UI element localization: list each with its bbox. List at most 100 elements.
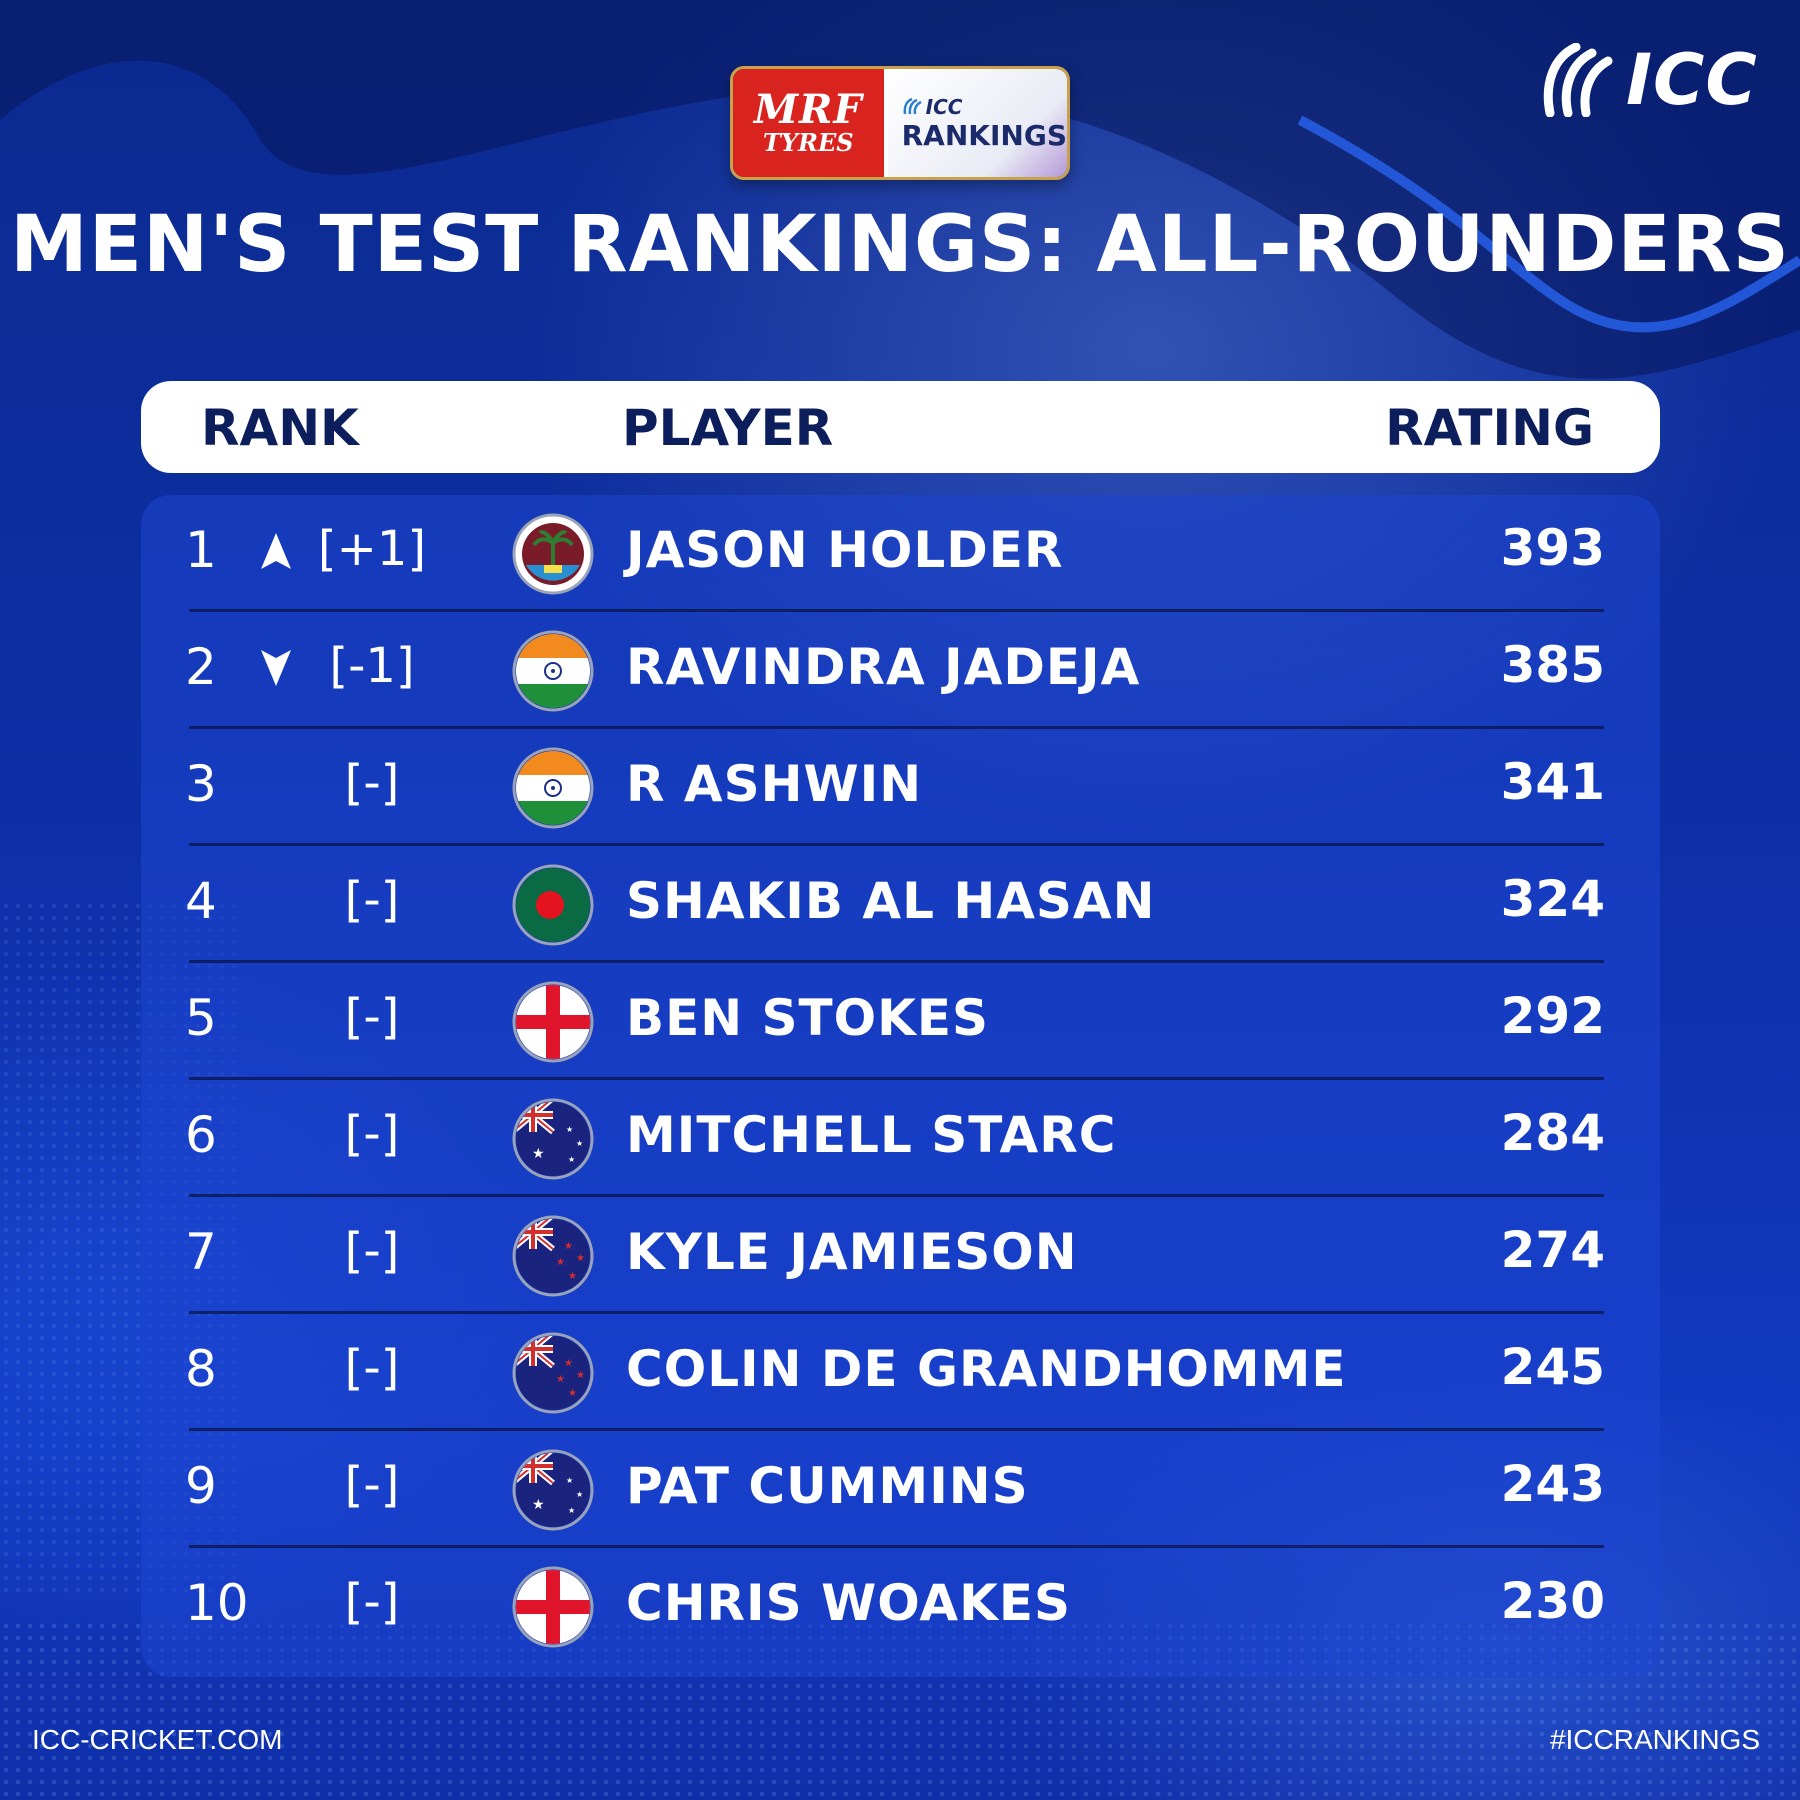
sponsor-badge: MRF TYRES ICC RANKINGS [730, 66, 1070, 180]
svg-text:★: ★ [576, 1490, 583, 1499]
bangladesh-flag-icon [512, 864, 594, 946]
row-divider [189, 726, 1604, 729]
rank-number: 7 [185, 1223, 217, 1281]
arrow-up-icon [261, 533, 291, 569]
rank-number: 5 [185, 989, 217, 1047]
table-row: 5 [-] BEN STOKES 292 [141, 963, 1660, 1080]
player-name: JASON HOLDER [626, 521, 1064, 579]
rank-number: 1 [185, 521, 217, 579]
svg-text:★: ★ [566, 1476, 573, 1485]
rank-movement: [-] [344, 1106, 400, 1162]
player-rating: 385 [1500, 636, 1605, 694]
rank-movement: [-] [344, 1574, 400, 1630]
player-name: PAT CUMMINS [626, 1457, 1029, 1515]
rank-movement: [-] [344, 1457, 400, 1513]
player-name: RAVINDRA JADEJA [626, 638, 1141, 696]
new-zealand-flag-icon: ★ ★ ★ ★ [512, 1332, 594, 1414]
badge-small-line: ICC [902, 95, 1067, 119]
svg-text:★: ★ [576, 1370, 585, 1381]
svg-text:★: ★ [564, 1358, 573, 1369]
rankings-table: 1 [+1] JASON HOLDER 393 2 [-1] RAVINDRA JADEJA… [141, 495, 1660, 1677]
mrf-tyres-logo: MRF TYRES [733, 69, 884, 177]
table-row: 10 [-] CHRIS WOAKES 230 [141, 1548, 1660, 1665]
background-swoosh [0, 0, 1800, 379]
player-rating: 341 [1500, 753, 1605, 811]
player-rating: 245 [1500, 1338, 1605, 1396]
row-divider [189, 843, 1604, 846]
icc-logo: ICC [1540, 39, 1758, 121]
badge-small-text: ICC [925, 94, 963, 119]
rank-movement: [-] [344, 1223, 400, 1279]
icc-logo-text: ICC [1626, 39, 1758, 121]
svg-text:★: ★ [532, 1146, 545, 1162]
player-name: KYLE JAMIESON [626, 1223, 1078, 1281]
sponsor-brand-line1: MRF [753, 86, 863, 133]
rank-movement: [-] [344, 872, 400, 928]
row-divider [189, 1194, 1604, 1197]
rank-movement: [-] [344, 1340, 400, 1396]
player-name: COLIN DE GRANDHOMME [626, 1340, 1347, 1398]
rank-movement: [-1] [329, 638, 415, 694]
svg-text:★: ★ [576, 1139, 583, 1148]
footer-website: ICC-CRICKET.COM [32, 1724, 283, 1755]
table-row: 7 [-] ★ ★ ★ ★ KYLE JAMIESON 274 [141, 1197, 1660, 1314]
svg-text:★: ★ [532, 1497, 545, 1513]
arrow-down-icon [261, 650, 291, 686]
rank-movement: [-] [344, 755, 400, 811]
table-row: 2 [-1] RAVINDRA JADEJA 385 [141, 612, 1660, 729]
rank-number: 6 [185, 1106, 217, 1164]
row-divider [189, 1545, 1604, 1548]
svg-text:★: ★ [566, 1125, 573, 1134]
australia-flag-icon: ★ ★ ★ ★ [512, 1098, 594, 1180]
rank-number: 2 [185, 638, 217, 696]
player-name: R ASHWIN [626, 755, 923, 813]
player-rating: 274 [1500, 1221, 1605, 1279]
row-divider [189, 1428, 1604, 1431]
rank-number: 8 [185, 1340, 217, 1398]
footer-hashtag: #ICCRANKINGS [1549, 1724, 1760, 1755]
icc-mark-icon [903, 97, 922, 114]
row-divider [189, 960, 1604, 963]
svg-text:★: ★ [568, 1155, 575, 1164]
new-zealand-flag-icon: ★ ★ ★ ★ [512, 1215, 594, 1297]
rank-number: 3 [185, 755, 217, 813]
player-rating: 292 [1500, 987, 1605, 1045]
table-row: 8 [-] ★ ★ ★ ★ COLIN DE GRANDHOMME 245 [141, 1314, 1660, 1431]
player-rating: 393 [1500, 519, 1605, 577]
header-rating: RATING [1385, 399, 1594, 457]
player-rating: 324 [1500, 870, 1605, 928]
svg-text:★: ★ [576, 1253, 585, 1264]
player-name: MITCHELL STARC [626, 1106, 1117, 1164]
rank-movement: [+1] [317, 521, 427, 577]
rank-movement: [-] [344, 989, 400, 1045]
icc-rankings-badge: ICC RANKINGS [883, 69, 1067, 177]
england-flag-icon [512, 981, 594, 1063]
svg-text:★: ★ [556, 1257, 565, 1268]
table-row: 3 [-] R ASHWIN 341 [141, 729, 1660, 846]
svg-text:★: ★ [568, 1271, 577, 1282]
west-indies-flag-icon [512, 513, 594, 595]
sponsor-brand-line2: TYRES [763, 128, 854, 157]
india-flag-icon [512, 630, 594, 712]
player-rating: 284 [1500, 1104, 1605, 1162]
table-row: 4 [-] SHAKIB AL HASAN 324 [141, 846, 1660, 963]
player-name: SHAKIB AL HASAN [626, 872, 1156, 930]
row-divider [189, 1311, 1604, 1314]
table-row: 6 [-] ★ ★ ★ ★ MITCHELL STARC 284 [141, 1080, 1660, 1197]
svg-text:★: ★ [568, 1388, 577, 1399]
table-row: 9 [-] ★ ★ ★ ★ PAT CUMMINS 243 [141, 1431, 1660, 1548]
svg-text:★: ★ [568, 1506, 575, 1515]
rank-number: 9 [185, 1457, 217, 1515]
england-flag-icon [512, 1566, 594, 1648]
table-header: RANK PLAYER RATING [141, 381, 1660, 473]
rank-number: 10 [185, 1574, 249, 1632]
page-title: MEN'S TEST RANKINGS: ALL-ROUNDERS [10, 200, 1790, 290]
header-player: PLAYER [622, 399, 834, 457]
table-row: 1 [+1] JASON HOLDER 393 [141, 495, 1660, 612]
india-flag-icon [512, 747, 594, 829]
row-divider [189, 1077, 1604, 1080]
rank-number: 4 [185, 872, 217, 930]
badge-big-text: RANKINGS [901, 118, 1067, 152]
svg-text:★: ★ [556, 1374, 565, 1385]
icc-ball-icon [1543, 43, 1613, 117]
